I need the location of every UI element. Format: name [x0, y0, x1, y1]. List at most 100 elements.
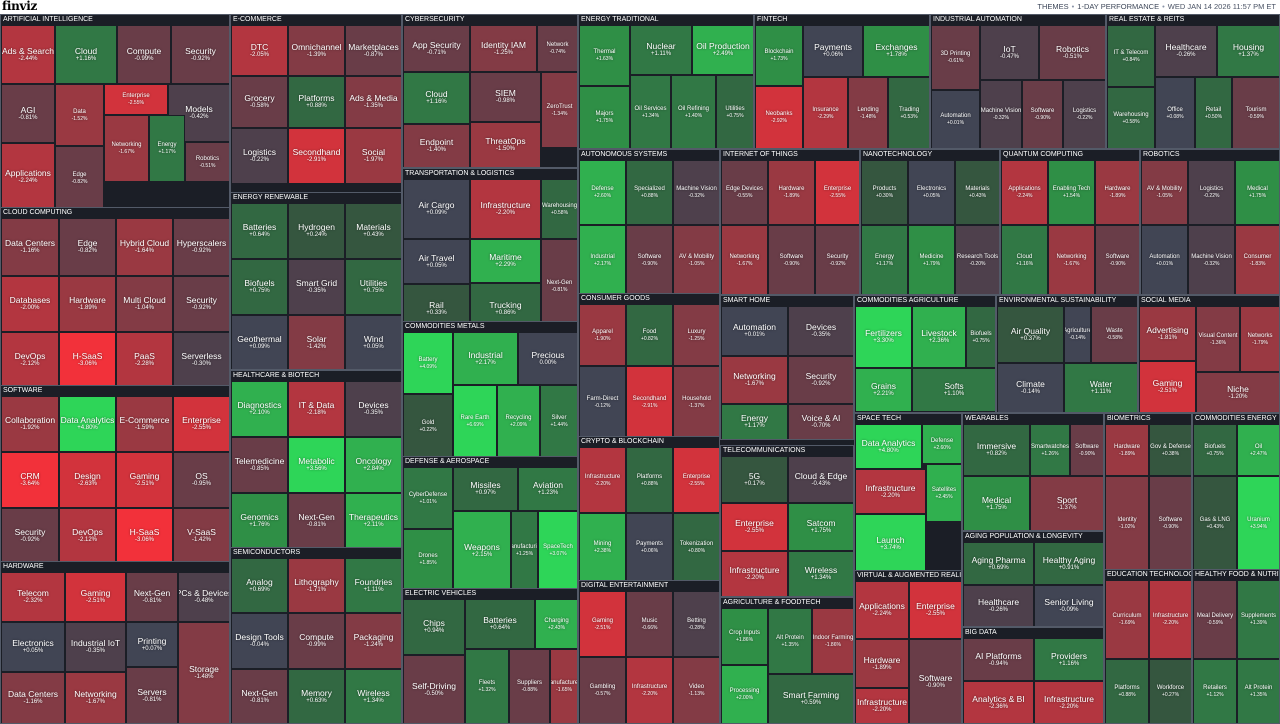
tile-chips[interactable]: Chips +0.94% — [403, 599, 465, 655]
group-header[interactable]: Cybersecurity — [405, 16, 465, 23]
tile-data-analytics[interactable]: Data Analytics +4.80% — [59, 396, 116, 452]
tile-identity[interactable]: Identity -1.02% — [1105, 476, 1149, 570]
tile-precious[interactable]: Precious 0.00% — [518, 332, 577, 385]
tile-silver[interactable]: Silver +1.44% — [540, 385, 577, 457]
tile-memory[interactable]: Memory +0.63% — [288, 669, 345, 723]
tile-hyperscalers[interactable]: Hyperscalers -0.92% — [173, 218, 229, 276]
tile-platforms[interactable]: Platforms +0.88% — [1105, 659, 1149, 723]
tile-gambling[interactable]: Gambling -0.57% — [579, 657, 626, 723]
tile-crop-inputs[interactable]: Crop Inputs +1.86% — [721, 608, 768, 665]
tile-next-gen[interactable]: Next-Gen -0.81% — [126, 572, 178, 622]
tile-logistics[interactable]: Logistics -0.22% — [231, 128, 288, 184]
group-header[interactable]: Agriculture & FoodTech — [723, 599, 821, 606]
tile-healthy-aging[interactable]: Healthy Aging +0.91% — [1034, 542, 1103, 585]
tile-it-and-telecom[interactable]: IT & Telecom +0.84% — [1107, 25, 1155, 87]
tile-cloud-and-edge[interactable]: Cloud & Edge -0.43% — [788, 456, 853, 503]
tile-smart-farming[interactable]: Smart Farming +0.59% — [768, 674, 853, 723]
group-header[interactable]: Healthy Food & Nutrition — [1195, 571, 1279, 578]
tile-analog[interactable]: Analog +0.69% — [231, 558, 288, 613]
finviz-logo[interactable]: finviz — [2, 0, 37, 13]
tile-metabolic[interactable]: Metabolic +3.56% — [288, 437, 345, 493]
tile-electronics[interactable]: Electronics +0.05% — [908, 160, 955, 225]
tile-cyberdefense[interactable]: CyberDefense +1.01% — [403, 467, 453, 529]
group-header[interactable]: Transportation & Logistics — [405, 170, 515, 177]
group-header[interactable]: E-Commerce — [233, 16, 282, 23]
tile-softs[interactable]: Softs +1.10% — [912, 368, 995, 412]
group-header[interactable]: Consumer Goods — [581, 295, 650, 302]
tile-retailers[interactable]: Retailers +1.12% — [1193, 659, 1237, 723]
tile-telecom[interactable]: Telecom -2.32% — [1, 572, 65, 622]
tile-warehousing[interactable]: Warehousing +0.58% — [541, 179, 577, 239]
group-header[interactable]: Defense & Aerospace — [405, 458, 490, 465]
tile-supplements[interactable]: Supplements +1.39% — [1237, 580, 1279, 659]
tile-security[interactable]: Security -0.92% — [171, 25, 229, 84]
tile-5g[interactable]: 5G +0.17% — [721, 456, 788, 503]
tile-packaging[interactable]: Packaging -1.24% — [345, 613, 401, 669]
tile-av-and-mobility[interactable]: AV & Mobility -1.05% — [1141, 160, 1188, 225]
tile-defense[interactable]: Defense +2.60% — [579, 160, 626, 225]
tile-ai-platforms[interactable]: AI Platforms -0.94% — [963, 638, 1034, 681]
tile-grains[interactable]: Grains +2.21% — [855, 368, 912, 412]
tile-water[interactable]: Water +1.11% — [1064, 363, 1137, 412]
group-header[interactable]: Crypto & Blockchain — [581, 438, 664, 445]
tile-neobanks[interactable]: Neobanks -2.92% — [755, 86, 803, 148]
group-header[interactable]: Big Data — [965, 629, 997, 636]
tile-satcom[interactable]: Satcom +1.75% — [788, 503, 853, 551]
tile-manufacturing[interactable]: Manufacturing+1.25% — [511, 511, 538, 589]
tile-logistics[interactable]: Logistics -0.22% — [1188, 160, 1235, 225]
tile-serverless[interactable]: Serverless -0.30% — [173, 332, 229, 386]
tile-machine-vision[interactable]: Machine Vision -0.32% — [673, 160, 719, 225]
tile-security[interactable]: Security -0.92% — [815, 225, 859, 294]
tile-aging-pharma[interactable]: Aging Pharma +0.69% — [963, 542, 1034, 585]
tile-defense[interactable]: Defense +2.60% — [922, 424, 961, 464]
tile-utilities[interactable]: Utilities +0.75% — [716, 75, 753, 148]
tile-collaboration[interactable]: Collaboration -1.92% — [1, 396, 59, 452]
tile-air-quality[interactable]: Air Quality +0.37% — [997, 306, 1064, 363]
tile-av-and-mobility[interactable]: AV & Mobility -1.05% — [673, 225, 719, 294]
tile-omnichannel[interactable]: Omnichannel -1.39% — [288, 25, 345, 76]
tile-robotics[interactable]: Robotics -0.51% — [185, 142, 229, 182]
group-header[interactable]: Industrial Automation — [933, 16, 1022, 23]
tile-manufacturers[interactable]: Manufacturers-1.65% — [550, 649, 577, 723]
tile-applications[interactable]: Applications -2.24% — [1001, 160, 1048, 225]
tile-data[interactable]: Data -1.52% — [55, 84, 104, 146]
tile-senior-living[interactable]: Senior Living -0.09% — [1034, 585, 1103, 626]
tile-energy[interactable]: Energy +1.17% — [721, 404, 788, 439]
tile-security[interactable]: Security -0.92% — [173, 276, 229, 332]
tile-infrastructure[interactable]: Infrastructure -2.20% — [579, 447, 626, 513]
tile-drones[interactable]: Drones +1.85% — [403, 529, 453, 589]
tile-software[interactable]: Software -0.90% — [1070, 424, 1103, 476]
group-header[interactable]: Robotics — [1143, 151, 1180, 158]
tile-music[interactable]: Music -0.66% — [626, 591, 673, 657]
tile-launch[interactable]: Launch +3.74% — [855, 514, 926, 572]
tile-products[interactable]: Products +0.30% — [861, 160, 908, 225]
tile-oncology[interactable]: Oncology +2.84% — [345, 437, 401, 493]
group-header[interactable]: Hardware — [3, 563, 44, 570]
tile-biofuels[interactable]: Biofuels +0.75% — [231, 259, 288, 315]
tile-food[interactable]: Food +0.82% — [626, 304, 673, 366]
tile-agi[interactable]: AGI -0.81% — [1, 84, 55, 143]
group-header[interactable]: Social Media — [1141, 297, 1191, 304]
tile-solar[interactable]: Solar -1.42% — [288, 315, 345, 369]
tile-hardware[interactable]: Hardware -1.89% — [1095, 160, 1139, 225]
tile-lending[interactable]: Lending -1.48% — [848, 77, 888, 148]
tile-security[interactable]: Security -0.92% — [788, 356, 853, 404]
tile-platforms[interactable]: Platforms +0.88% — [626, 447, 673, 513]
tile-recycling[interactable]: Recycling +2.09% — [497, 385, 540, 457]
themes-link[interactable]: THEMES — [1037, 2, 1069, 11]
tile-weapons[interactable]: Weapons +2.15% — [453, 511, 511, 589]
tile-gas-and-lng[interactable]: Gas & LNG +0.43% — [1193, 476, 1237, 570]
tile-paas[interactable]: PaaS -2.28% — [116, 332, 173, 386]
tile-enterprise[interactable]: Enterprise -2.55% — [673, 447, 719, 513]
tile-cloud[interactable]: Cloud +1.16% — [1001, 225, 1048, 294]
tile-gold[interactable]: Gold +0.22% — [403, 394, 453, 457]
tile-edge-devices[interactable]: Edge Devices -0.55% — [721, 160, 768, 225]
tile-therapeutics[interactable]: Therapeutics +2.11% — [345, 493, 401, 547]
tile-insurance[interactable]: Insurance -2.29% — [803, 77, 848, 148]
tile-batteries[interactable]: Batteries +0.64% — [231, 203, 288, 259]
tile-majors[interactable]: Majors +1.75% — [579, 86, 630, 148]
tile-workforce[interactable]: Workforce +0.27% — [1149, 659, 1191, 723]
tile-secondhand[interactable]: Secondhand -2.91% — [288, 128, 345, 184]
tile-wireless[interactable]: Wireless +1.34% — [345, 669, 401, 723]
tile-providers[interactable]: Providers +1.16% — [1034, 638, 1103, 681]
